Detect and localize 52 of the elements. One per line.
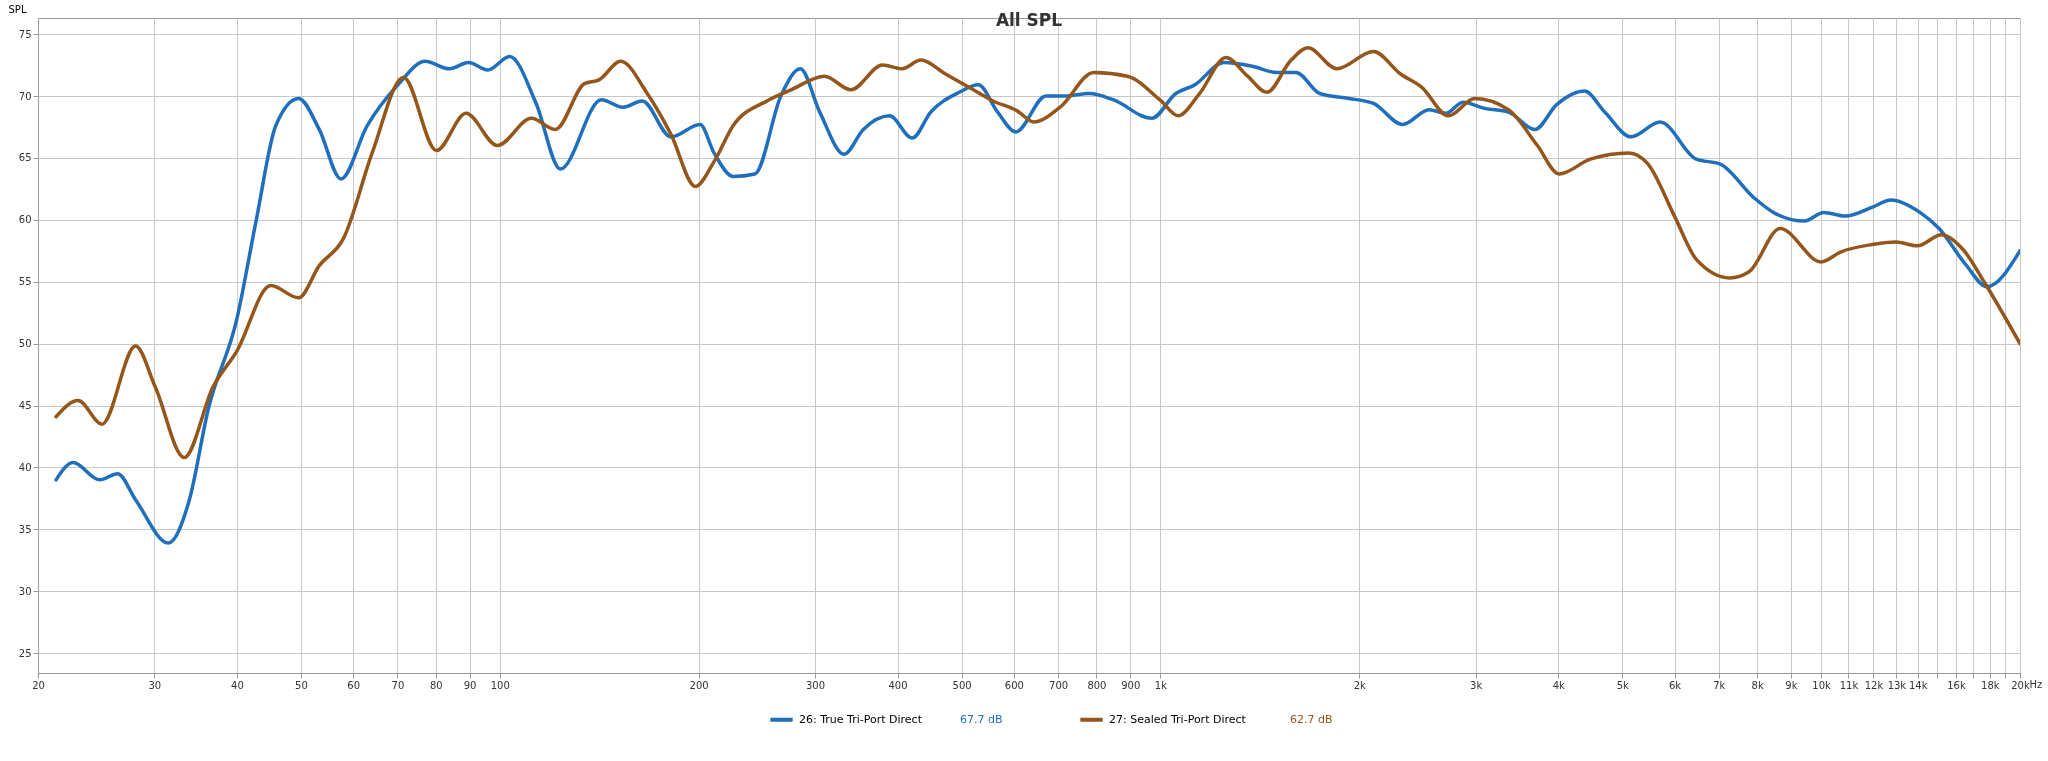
x-tick-label: 200: [689, 679, 709, 691]
x-tick-label: 700: [1049, 679, 1069, 691]
y-tick-label: 55: [18, 276, 32, 288]
y-tick-label: 40: [18, 461, 32, 473]
legend-label: 26: True Tri-Port Direct: [799, 712, 923, 726]
x-tick-label: 4k: [1552, 679, 1565, 691]
x-tick-label: 11k: [1839, 679, 1859, 691]
x-tick-label: 8k: [1751, 679, 1764, 691]
x-tick-label: 500: [952, 679, 972, 691]
y-tick-label: 65: [18, 152, 32, 164]
y-tick-label: 60: [18, 214, 32, 226]
text: 67.7 dB: [960, 713, 1003, 726]
text: 62.7 dB: [1290, 713, 1333, 726]
x-tick-label: 14k: [1908, 679, 1928, 691]
legend-label: 27: Sealed Tri-Port Direct: [1109, 712, 1247, 726]
y-tick-label: 50: [18, 338, 32, 350]
x-tick-label: 600: [1004, 679, 1024, 691]
x-tick-label: 60: [347, 679, 361, 691]
chart-title: All SPL: [995, 10, 1063, 30]
x-tick-label: 20k: [2011, 679, 2030, 691]
y-tick-label: 45: [18, 400, 32, 412]
x-tick-label: 900: [1121, 679, 1141, 691]
x-tick-label: 2k: [1353, 679, 1367, 691]
x-tick-label: 18k: [1981, 679, 2000, 691]
x-tick-label: 6k: [1668, 679, 1682, 691]
x-tick-label: 800: [1087, 679, 1107, 691]
x-tick-label: 9k: [1785, 679, 1798, 691]
y-axis-title: SPL: [8, 3, 27, 15]
x-tick-label: 90: [463, 679, 477, 691]
y-tick-label: 70: [18, 90, 32, 102]
x-tick-label: 3k: [1470, 679, 1483, 691]
x-tick-label: 5k: [1616, 679, 1630, 691]
x-tick-label: 50: [295, 679, 308, 691]
x-tick-label: 1k: [1154, 679, 1168, 691]
y-tick-label: 25: [18, 647, 32, 659]
x-tick-label: 300: [805, 679, 826, 691]
y-tick-label: 35: [18, 523, 32, 535]
x-tick-label: 70: [391, 679, 405, 691]
x-tick-label: 100: [490, 679, 510, 691]
y-tick-label: 30: [18, 585, 32, 597]
x-tick-label: 10k: [1812, 679, 1832, 691]
x-tick-label: 7k: [1713, 679, 1726, 691]
x-tick-label: 80: [429, 679, 443, 691]
x-tick-label: 13k: [1887, 679, 1907, 691]
x-tick-label: 12k: [1864, 679, 1884, 691]
x-tick-label: 30: [148, 679, 162, 691]
x-axis-title: Hz: [2029, 678, 2043, 690]
x-tick-label: 20: [32, 679, 45, 691]
x-tick-label: 400: [888, 679, 908, 691]
x-tick-label: 16k: [1947, 679, 1966, 691]
x-tick-label: 40: [231, 679, 244, 691]
y-tick-label: 75: [18, 28, 32, 40]
